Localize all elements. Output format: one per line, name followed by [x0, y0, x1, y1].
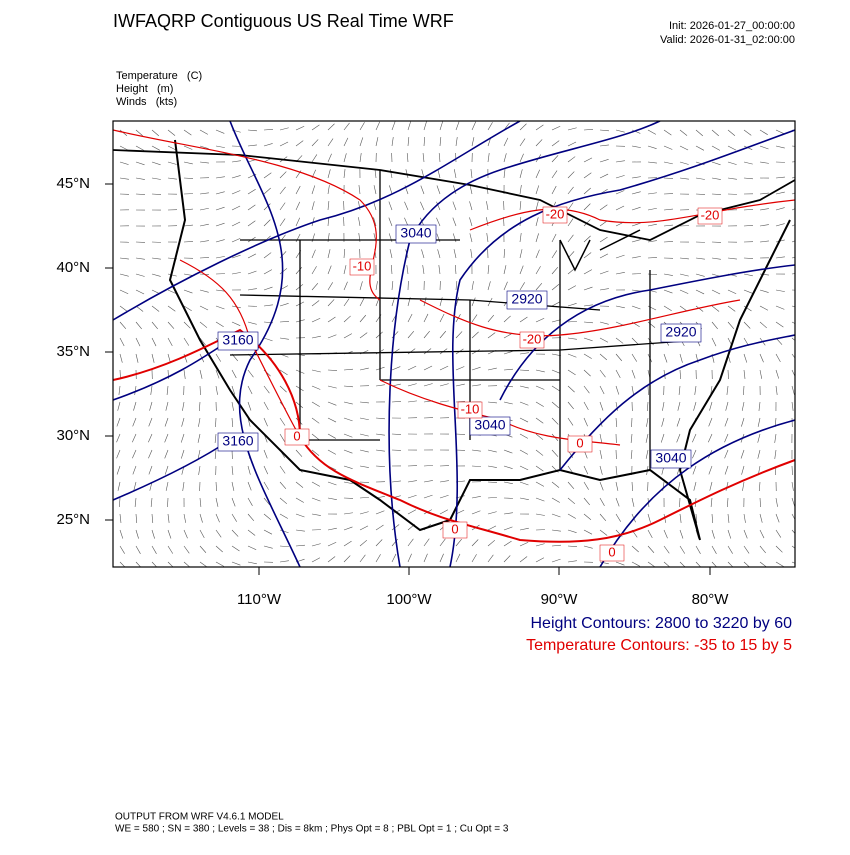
height-label: 3040 — [655, 450, 686, 466]
temperature-label: -20 — [546, 206, 565, 221]
height-label: 3040 — [400, 225, 431, 241]
height-legend: Height Contours: 2800 to 3220 by 60 — [530, 615, 792, 632]
lat-label: 25°N — [56, 511, 90, 528]
height-label: 3040 — [474, 417, 505, 433]
field-label: Temperature (C) — [116, 70, 202, 82]
valid-time: Valid: 2026-01-31_02:00:00 — [660, 34, 795, 46]
lon-label: 100°W — [386, 591, 432, 608]
temperature-label: 0 — [608, 544, 615, 559]
lat-label: 35°N — [56, 343, 90, 360]
lat-label: 40°N — [56, 259, 90, 276]
lon-label: 80°W — [692, 591, 730, 608]
lon-label: 90°W — [541, 591, 579, 608]
height-label: 3160 — [222, 433, 253, 449]
footer-line: WE = 580 ; SN = 380 ; Levels = 38 ; Dis … — [115, 824, 509, 835]
temperature-label: 0 — [451, 521, 458, 536]
lon-label: 110°W — [237, 591, 282, 608]
temperature-label: -20 — [701, 207, 720, 222]
field-label: Winds (kts) — [116, 96, 177, 108]
field-label: Height (m) — [116, 83, 173, 95]
height-label: 3160 — [222, 332, 253, 348]
temperature-legend: Temperature Contours: -35 to 15 by 5 — [526, 637, 792, 654]
title: IWFAQRP Contiguous US Real Time WRF — [113, 11, 454, 31]
init-time: Init: 2026-01-27_00:00:00 — [669, 20, 795, 32]
height-label: 2920 — [511, 291, 542, 307]
lat-label: 30°N — [56, 427, 90, 444]
height-label: 2920 — [665, 324, 696, 340]
lat-label: 45°N — [56, 175, 90, 192]
temperature-label: 0 — [293, 428, 300, 443]
temperature-label: -20 — [523, 331, 542, 346]
temperature-label: -10 — [461, 401, 480, 416]
footer-line: OUTPUT FROM WRF V4.6.1 MODEL — [115, 812, 284, 823]
temperature-label: -10 — [353, 258, 372, 273]
temperature-label: 0 — [576, 435, 583, 450]
